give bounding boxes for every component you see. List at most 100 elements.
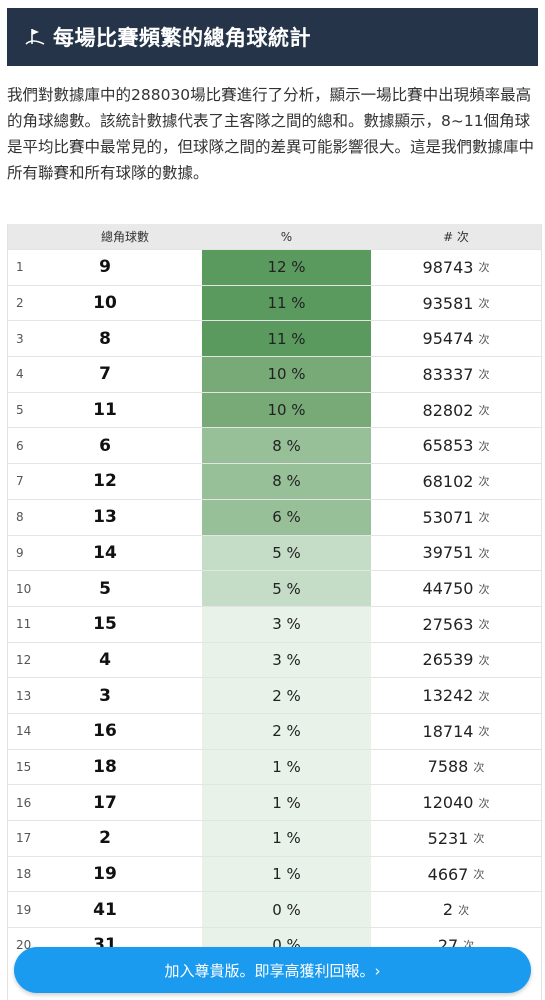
row-index: 4 (16, 367, 24, 382)
count-unit: 次 (478, 689, 490, 703)
count-value: 98743 (422, 257, 474, 277)
count-unit: 次 (478, 439, 490, 453)
count-cell: 7588 次 (371, 750, 541, 785)
corner-total: 4 (99, 649, 111, 670)
percent-cell: 11 % (202, 285, 371, 321)
row-index: 18 (16, 867, 32, 882)
page-title: 每場比賽頻繁的總角球統計 (53, 26, 311, 50)
row-index: 5 (16, 403, 24, 418)
premium-cta-button[interactable]: 加入尊貴版。即享高獲利回報。› (14, 947, 531, 993)
count-value: 12040 (422, 793, 474, 813)
row-index: 17 (16, 831, 32, 846)
percent-cell: 5 % (202, 535, 371, 571)
count-value: 2 (442, 900, 454, 920)
table-row: 3 8 11 % 95474 次 (8, 320, 541, 357)
row-index: 7 (16, 474, 24, 489)
percent-cell: 8 % (202, 428, 371, 464)
corner-total: 15 (93, 614, 117, 635)
count-cell: 68102 次 (371, 464, 541, 499)
table-row: 12 4 3 % 26539 次 (8, 641, 541, 678)
row-index: 8 (16, 510, 24, 525)
count-cell: 13242 次 (371, 678, 541, 713)
percent-cell: 10 % (202, 357, 371, 392)
table-row: 11 15 3 % 27563 次 (8, 605, 541, 642)
table-row: 19 41 0 % 2 次 (8, 891, 541, 928)
row-index: 14 (16, 724, 32, 739)
count-cell: 18714 次 (371, 714, 541, 749)
percent-cell: 6 % (202, 499, 371, 535)
row-index: 11 (16, 617, 32, 632)
corner-stats-table: 總角球數 % # 次 1 9 12 % 98743 次 2 10 11 % 93581 次 3 8 11… (7, 224, 542, 1000)
count-unit: 次 (478, 475, 490, 489)
count-unit: 次 (478, 546, 490, 560)
count-value: 27563 (422, 614, 474, 634)
row-index: 15 (16, 759, 32, 774)
count-value: 13242 (422, 686, 474, 706)
count-value: 93581 (422, 293, 474, 313)
percent-cell: 11 % (202, 321, 371, 357)
count-unit: 次 (473, 868, 485, 882)
corner-total: 6 (99, 435, 111, 456)
corner-flag-icon (25, 29, 45, 45)
percent-cell: 8 % (202, 464, 371, 499)
count-unit: 次 (478, 796, 490, 810)
percent-cell: 2 % (202, 678, 371, 713)
table-row: 4 7 10 % 83337 次 (8, 356, 541, 392)
table-row: 2 10 11 % 93581 次 (8, 284, 541, 321)
count-cell: 27563 次 (371, 607, 541, 642)
count-value: 7588 (427, 757, 469, 777)
percent-cell: 3 % (202, 642, 371, 678)
corner-total: 13 (93, 507, 117, 528)
count-value: 4667 (427, 864, 469, 884)
row-index: 3 (16, 331, 24, 346)
corner-total: 41 (93, 899, 117, 920)
count-cell: 93581 次 (371, 286, 541, 321)
count-unit: 次 (478, 297, 490, 311)
corner-total: 2 (99, 828, 111, 849)
count-cell: 53071 次 (371, 500, 541, 535)
table-header: 總角球數 % # 次 (8, 224, 541, 249)
percent-cell: 1 % (202, 856, 371, 892)
count-cell: 82802 次 (371, 393, 541, 428)
table-row: 10 5 5 % 44750 次 (8, 570, 541, 606)
corner-total: 5 (99, 578, 111, 599)
count-unit: 次 (478, 404, 490, 418)
corner-total: 3 (99, 685, 111, 706)
row-index: 9 (16, 545, 24, 560)
table-row: 14 16 2 % 18714 次 (8, 712, 541, 749)
count-unit: 次 (478, 618, 490, 632)
row-index: 6 (16, 438, 24, 453)
table-row: 16 17 1 % 12040 次 (8, 784, 541, 820)
header-percent: % (280, 229, 293, 244)
row-index: 12 (16, 652, 32, 667)
percent-cell: 1 % (202, 785, 371, 820)
count-cell: 12040 次 (371, 785, 541, 820)
count-cell: 44750 次 (371, 571, 541, 606)
count-cell: 4667 次 (371, 857, 541, 892)
count-value: 82802 (422, 400, 474, 420)
count-unit: 次 (458, 903, 470, 917)
count-cell: 65853 次 (371, 428, 541, 463)
count-value: 39751 (422, 543, 474, 563)
corner-total: 14 (93, 542, 117, 563)
corner-total: 19 (93, 864, 117, 885)
count-unit: 次 (478, 332, 490, 346)
count-value: 95474 (422, 329, 474, 349)
corner-total: 9 (99, 257, 111, 278)
percent-cell: 2 % (202, 713, 371, 749)
percent-cell: 0 % (202, 892, 371, 928)
corner-total: 16 (93, 721, 117, 742)
percent-cell: 5 % (202, 571, 371, 606)
corner-total: 7 (99, 364, 111, 385)
percent-cell: 10 % (202, 392, 371, 428)
count-unit: 次 (478, 261, 490, 275)
count-cell: 39751 次 (371, 536, 541, 571)
description-text: 我們對數據庫中的288030場比賽進行了分析，顯示一場比賽中出現頻率最高的角球總… (7, 86, 535, 182)
count-value: 83337 (422, 364, 474, 384)
header-index (8, 224, 48, 249)
header-count: # 次 (443, 230, 469, 244)
table-row: 8 13 6 % 53071 次 (8, 498, 541, 535)
count-unit: 次 (473, 832, 485, 846)
table-row: 1 9 12 % 98743 次 (8, 249, 541, 285)
